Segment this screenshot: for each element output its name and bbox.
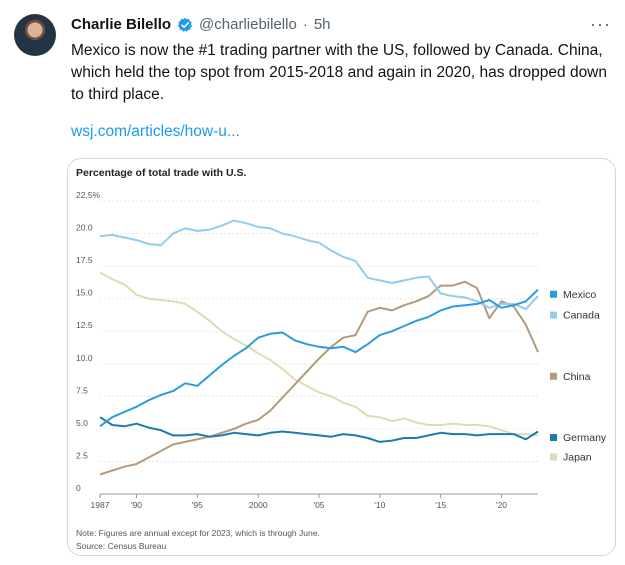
trade-share-chart: Percentage of total trade with U.S. 0 2.5… [76, 167, 607, 551]
x-tick-label: '15 [435, 500, 446, 510]
y-tick-label: 0 [76, 483, 81, 493]
legend-swatch-japan [550, 453, 557, 461]
legend-label-japan: Japan [563, 452, 592, 464]
legend-label-canada: Canada [563, 310, 600, 322]
verified-badge-icon [177, 17, 193, 33]
series-line-germany [99, 416, 539, 443]
x-tick-label: 2000 [249, 500, 268, 510]
x-tick-label: '10 [374, 500, 385, 510]
series-line-canada [99, 219, 539, 311]
legend-swatch-canada [550, 311, 557, 319]
x-tick-label: '05 [313, 500, 324, 510]
series-line-japan [99, 271, 539, 437]
article-link[interactable]: wsj.com/articles/how-u... [71, 123, 240, 140]
y-tick-label: 12.5 [76, 320, 93, 330]
x-tick-label: 1987 [91, 500, 110, 510]
more-options-icon[interactable]: ··· [590, 14, 611, 34]
x-tick-label: '95 [192, 500, 203, 510]
y-tick-label: 10.0 [76, 353, 93, 363]
x-axis-ticks: 1987 '90 '95 2000 '05 '10 '15 '20 [91, 494, 507, 510]
series-line-mexico [99, 288, 539, 428]
chart-note: Note: Figures are annual except for 2023… [76, 528, 320, 538]
x-tick-label: '90 [131, 500, 142, 510]
chart-grid [100, 200, 538, 495]
y-tick-label: 15.0 [76, 288, 93, 298]
y-tick-label: 20.0 [76, 223, 93, 233]
x-tick-label: '20 [496, 500, 507, 510]
series-line-china [99, 280, 539, 476]
legend-label-germany: Germany [563, 432, 607, 444]
avatar[interactable] [14, 14, 56, 56]
legend-label-mexico: Mexico [563, 289, 596, 301]
tweet-text: Mexico is now the #1 trading partner wit… [71, 42, 607, 103]
meta-separator: · [302, 16, 308, 33]
y-tick-label: 22.5% [76, 190, 101, 200]
tweet-time[interactable]: 5h [313, 16, 331, 33]
legend-swatch-mexico [550, 290, 557, 298]
chart-source: Source: Census Bureau [76, 541, 167, 551]
author-name[interactable]: Charlie Bilello [71, 16, 172, 33]
legend-swatch-germany [550, 434, 557, 442]
y-tick-label: 17.5 [76, 255, 93, 265]
chart-series [99, 219, 539, 476]
chart-legend: Mexico Canada China Germany Japan [550, 289, 607, 464]
tweet-header: Charlie Bilello @charliebilello · 5h [71, 16, 331, 33]
chart-title: Percentage of total trade with U.S. [76, 167, 246, 179]
chart-card[interactable]: Percentage of total trade with U.S. 0 2.5… [67, 158, 616, 556]
y-tick-label: 2.5 [76, 450, 88, 460]
legend-label-china: China [563, 371, 591, 383]
y-axis-ticks: 0 2.5 5.0 7.5 10.0 12.5 15.0 17.5 20.0 22.5% [76, 190, 101, 493]
y-tick-label: 7.5 [76, 385, 88, 395]
author-handle[interactable]: @charliebilello [199, 16, 297, 33]
y-tick-label: 5.0 [76, 418, 88, 428]
legend-swatch-china [550, 372, 557, 380]
